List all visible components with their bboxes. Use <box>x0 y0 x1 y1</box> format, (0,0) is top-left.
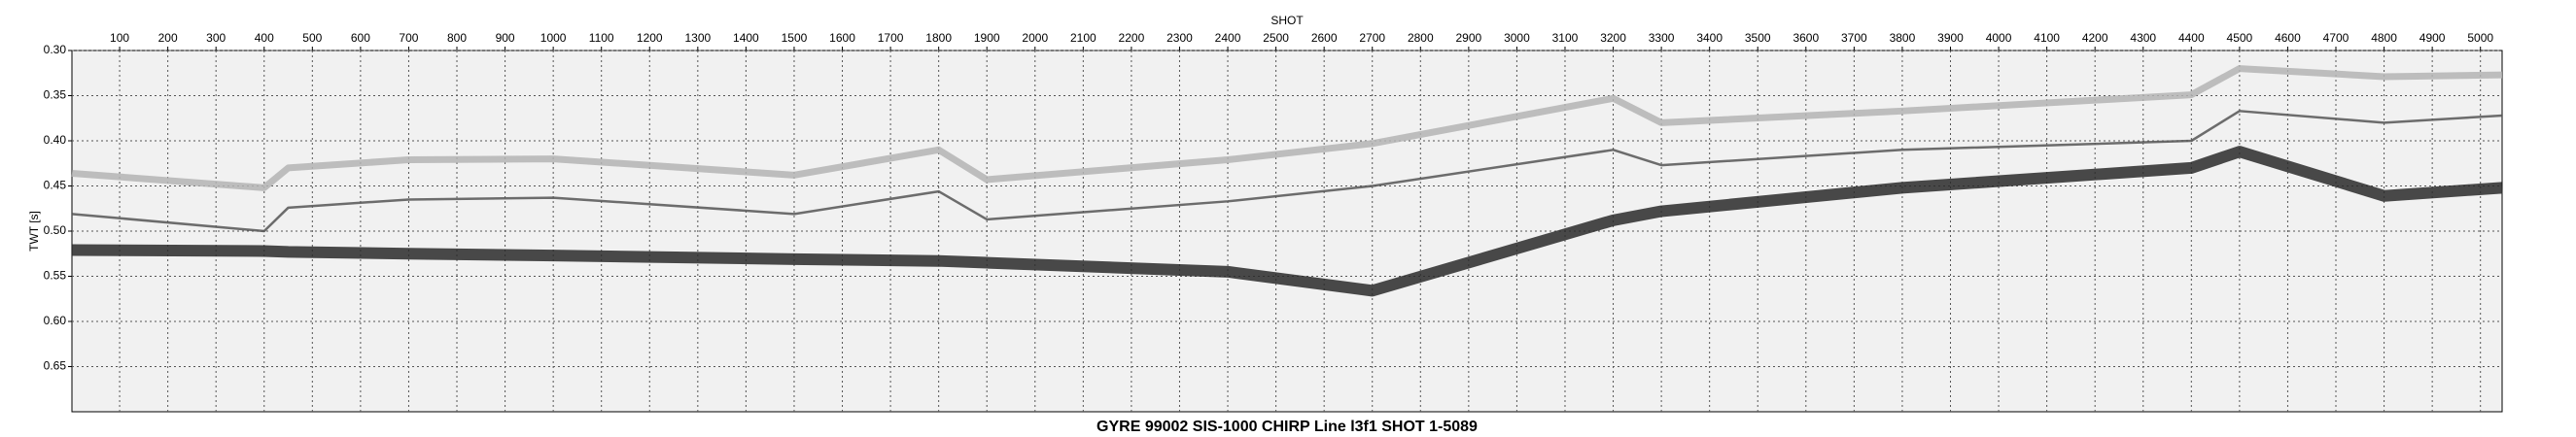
x-tick-label: 3400 <box>1696 31 1723 45</box>
x-tick-label: 3500 <box>1745 31 1771 45</box>
x-tick-label: 2900 <box>1456 31 1482 45</box>
x-tick-label: 1400 <box>733 31 759 45</box>
x-tick-label: 4900 <box>2419 31 2446 45</box>
y-tick-label: 0.55 <box>44 269 67 283</box>
x-tick-label: 5000 <box>2467 31 2493 45</box>
x-tick-label: 3300 <box>1649 31 1675 45</box>
y-tick-label: 0.50 <box>44 223 67 237</box>
x-tick-label: 1500 <box>782 31 808 45</box>
x-tick-label: 200 <box>158 31 178 45</box>
x-tick-label: 1300 <box>684 31 711 45</box>
x-tick-label: 4800 <box>2371 31 2397 45</box>
x-tick-label: 4700 <box>2323 31 2350 45</box>
x-tick-label: 4300 <box>2130 31 2156 45</box>
reflector-line <box>71 110 2503 233</box>
x-tick-label: 400 <box>255 31 274 45</box>
y-tick-label: 0.45 <box>44 179 67 192</box>
x-tick-label: 1200 <box>637 31 663 45</box>
x-tick-label: 800 <box>447 31 467 45</box>
x-tick-label: 2500 <box>1263 31 1289 45</box>
reflector-line <box>71 65 2503 191</box>
x-tick-label: 3000 <box>1504 31 1530 45</box>
chart-title: GYRE 99002 SIS-1000 CHIRP Line l3f1 SHOT… <box>1097 419 1478 435</box>
x-tick-label: 2300 <box>1166 31 1193 45</box>
x-tick-label: 2400 <box>1215 31 1241 45</box>
y-tick-label: 0.30 <box>44 43 67 56</box>
x-tick-label: 3700 <box>1841 31 1867 45</box>
x-tick-label: 700 <box>399 31 418 45</box>
x-tick-label: 1700 <box>878 31 904 45</box>
x-tick-label: 2200 <box>1119 31 1145 45</box>
x-tick-label: 3100 <box>1552 31 1579 45</box>
x-tick-label: 1900 <box>974 31 1000 45</box>
x-tick-label: 3600 <box>1793 31 1819 45</box>
x-tick-label: 4000 <box>1986 31 2012 45</box>
x-tick-label: 500 <box>302 31 322 45</box>
x-tick-label: 4500 <box>2227 31 2253 45</box>
x-tick-label: 3800 <box>1890 31 1916 45</box>
y-axis-label: TWT [s] <box>27 211 41 252</box>
x-tick-label: 900 <box>496 31 515 45</box>
x-tick-label: 1600 <box>829 31 855 45</box>
x-tick-label: 600 <box>351 31 370 45</box>
x-tick-label: 1800 <box>925 31 952 45</box>
y-tick-label: 0.40 <box>44 133 67 147</box>
y-tick-label: 0.35 <box>44 88 67 102</box>
x-tick-label: 2100 <box>1070 31 1097 45</box>
x-tick-label: 4200 <box>2082 31 2108 45</box>
x-tick-label: 1100 <box>589 31 614 45</box>
y-tick-label: 0.65 <box>44 359 67 373</box>
x-tick-label: 4400 <box>2178 31 2205 45</box>
reflector-line <box>71 146 2503 297</box>
x-tick-label: 2800 <box>1408 31 1434 45</box>
x-tick-label: 4600 <box>2275 31 2301 45</box>
x-axis-label: SHOT <box>1271 14 1304 27</box>
x-tick-label: 1000 <box>540 31 567 45</box>
x-tick-label: 4100 <box>2034 31 2060 45</box>
x-tick-label: 100 <box>110 31 129 45</box>
x-tick-label: 2000 <box>1022 31 1048 45</box>
x-tick-label: 300 <box>206 31 226 45</box>
x-tick-label: 2700 <box>1359 31 1385 45</box>
x-tick-label: 3200 <box>1600 31 1626 45</box>
x-tick-label: 3900 <box>1937 31 1964 45</box>
x-tick-label: 2600 <box>1311 31 1338 45</box>
y-tick-label: 0.60 <box>44 314 67 327</box>
